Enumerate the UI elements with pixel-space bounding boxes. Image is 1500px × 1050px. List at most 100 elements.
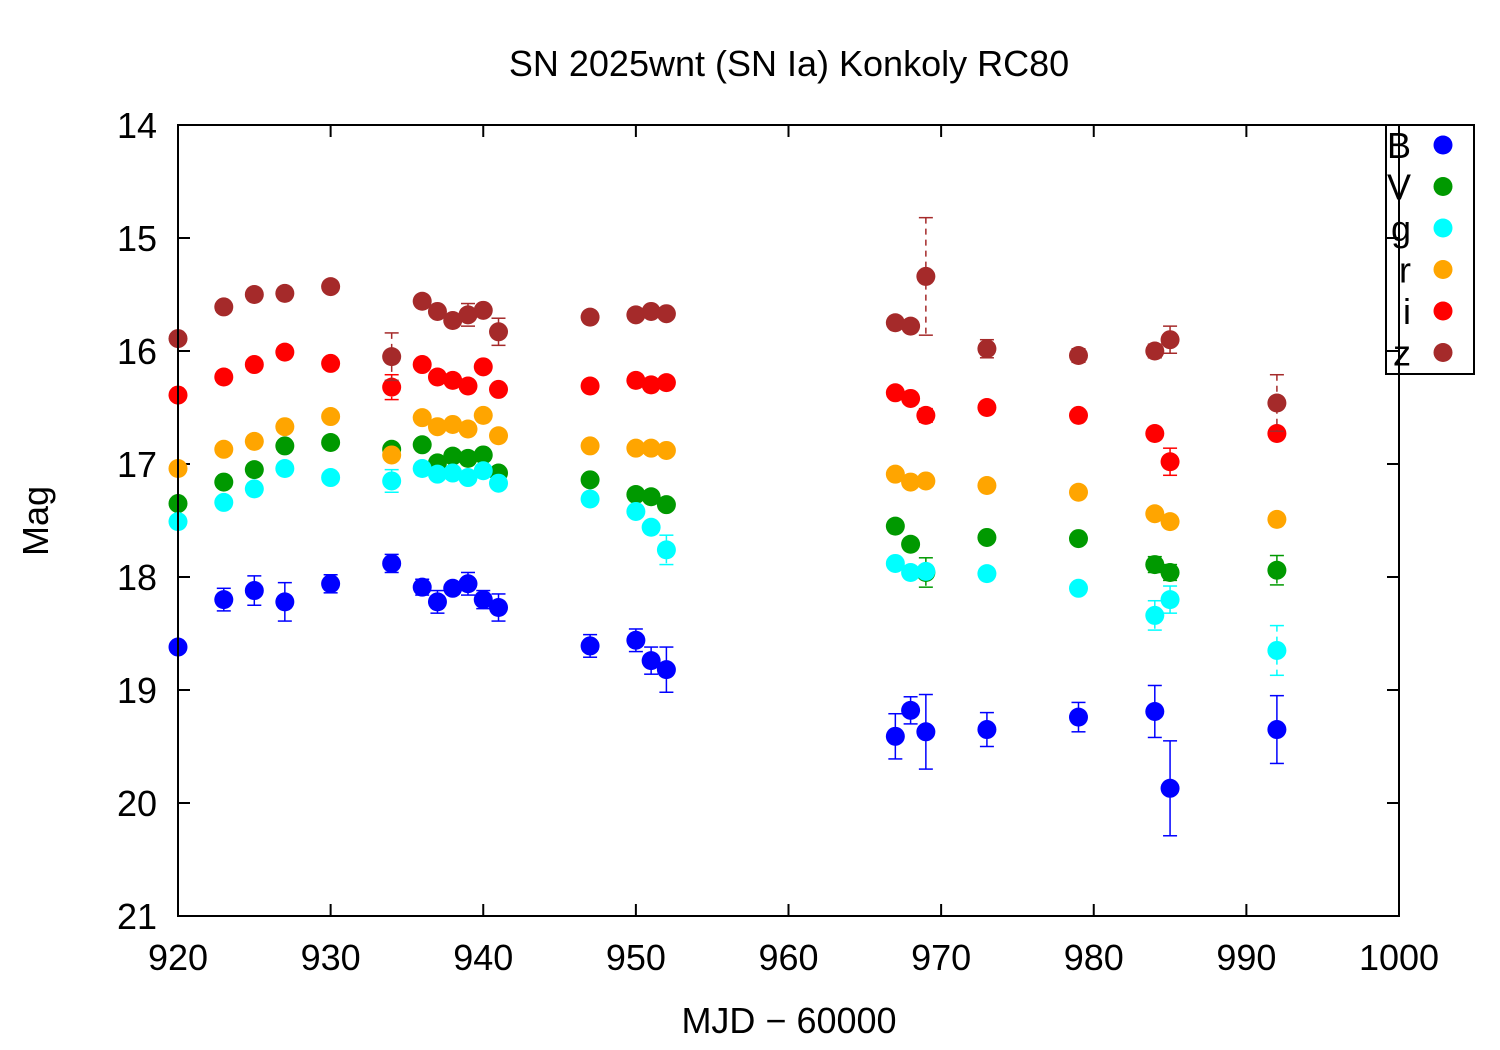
y-tick-label: 18 (117, 557, 157, 598)
legend-marker-r (1433, 260, 1453, 279)
x-tick-label: 980 (1064, 937, 1124, 978)
data-point-g (916, 561, 936, 581)
data-point-z (641, 301, 661, 321)
data-point-r (214, 439, 234, 459)
data-point-B (656, 660, 676, 680)
plot-frame (177, 124, 1400, 917)
data-point-g (641, 517, 661, 537)
data-point-B (412, 577, 432, 597)
data-point-B (214, 590, 234, 610)
y-axis-label: Mag (15, 486, 56, 556)
data-point-i (427, 367, 447, 387)
data-point-r (473, 405, 493, 425)
data-point-V (244, 460, 264, 480)
x-tick-label: 1000 (1359, 937, 1439, 978)
data-point-z (244, 285, 264, 304)
data-point-V (1267, 560, 1287, 580)
data-point-V (1068, 529, 1088, 549)
x-tick-label: 970 (911, 937, 971, 978)
data-point-r (443, 414, 463, 434)
data-point-V (473, 445, 493, 465)
legend-marker-g (1433, 218, 1453, 238)
data-point-i (458, 376, 478, 396)
data-point-B (382, 553, 402, 573)
data-point-g (626, 501, 646, 521)
series-V (168, 433, 1287, 588)
data-point-g (382, 471, 402, 491)
data-point-i (473, 357, 493, 377)
x-tick-label: 990 (1216, 937, 1276, 978)
data-point-z (977, 339, 997, 359)
data-point-i (641, 375, 661, 395)
data-point-B (916, 722, 936, 742)
data-point-V (321, 433, 341, 453)
data-point-g (1160, 590, 1180, 610)
data-point-B (473, 590, 493, 610)
data-point-V (901, 534, 921, 554)
data-point-g (1068, 578, 1088, 598)
legend-marker-z (1433, 343, 1453, 362)
data-point-z (901, 316, 921, 336)
axis-ticks: 920 930 940 950 960 970 980 990 1000 14 15 16 17 18 19… (117, 105, 1439, 978)
data-point-r (1267, 509, 1287, 529)
legend-box (1385, 124, 1475, 375)
data-point-z (427, 301, 447, 321)
data-point-i (443, 370, 463, 390)
data-point-B (977, 720, 997, 740)
data-point-z (321, 277, 341, 297)
legend-marker-B (1433, 135, 1453, 155)
data-point-i (916, 405, 936, 425)
chart-title: SN 2025wnt (SN Ia) Konkoly RC80 (509, 43, 1069, 84)
data-point-z (412, 291, 432, 311)
data-point-z (1145, 341, 1165, 361)
data-point-B (626, 630, 646, 650)
data-point-r (321, 407, 341, 427)
data-point-i (275, 342, 295, 362)
data-point-i (656, 373, 676, 393)
data-point-g (244, 479, 264, 499)
data-point-z (916, 266, 936, 286)
data-point-V (885, 516, 905, 536)
x-tick-label: 940 (453, 937, 513, 978)
data-point-i (885, 383, 905, 403)
data-point-g (901, 562, 921, 582)
x-tick-label: 960 (758, 937, 818, 978)
series-B (168, 553, 1287, 837)
series-i (168, 342, 1287, 477)
data-point-B (275, 592, 295, 612)
data-point-r (1160, 512, 1180, 532)
data-point-V (214, 472, 234, 492)
legend-label-g: g (1391, 208, 1411, 249)
data-point-z (443, 310, 463, 330)
data-point-z (382, 347, 402, 367)
x-tick-label: 950 (606, 937, 666, 978)
y-tick-label: 21 (117, 896, 157, 937)
data-point-g (458, 468, 478, 488)
data-point-r (489, 426, 509, 446)
y-tick-label: 17 (117, 444, 157, 485)
data-point-B (580, 636, 600, 656)
data-point-B (1267, 720, 1287, 740)
data-point-r (626, 438, 646, 458)
data-point-i (977, 398, 997, 417)
data-point-g (885, 553, 905, 573)
data-point-r (458, 419, 478, 439)
data-point-z (1267, 393, 1287, 413)
y-tick-label: 14 (117, 105, 157, 146)
data-point-V (656, 495, 676, 515)
data-point-i (244, 355, 264, 375)
data-point-B (1160, 778, 1180, 798)
data-point-g (427, 464, 447, 484)
data-point-i (580, 376, 600, 396)
y-tick-label: 20 (117, 783, 157, 824)
legend-label-z: z (1393, 333, 1411, 374)
data-point-i (214, 367, 234, 387)
data-point-g (275, 459, 295, 479)
data-point-g (977, 564, 997, 584)
x-axis-label: MJD − 60000 (681, 1000, 896, 1041)
data-point-r (275, 417, 295, 437)
data-point-r (656, 440, 676, 460)
data-point-B (458, 574, 478, 594)
